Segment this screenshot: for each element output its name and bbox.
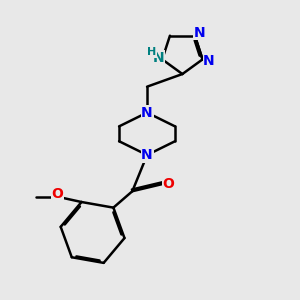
Text: N: N: [153, 51, 164, 65]
Text: O: O: [51, 187, 63, 201]
Text: O: O: [163, 177, 175, 191]
Text: H: H: [147, 47, 157, 57]
Text: N: N: [141, 106, 153, 120]
Text: N: N: [141, 148, 153, 162]
Text: N: N: [203, 54, 215, 68]
Text: N: N: [194, 26, 205, 40]
